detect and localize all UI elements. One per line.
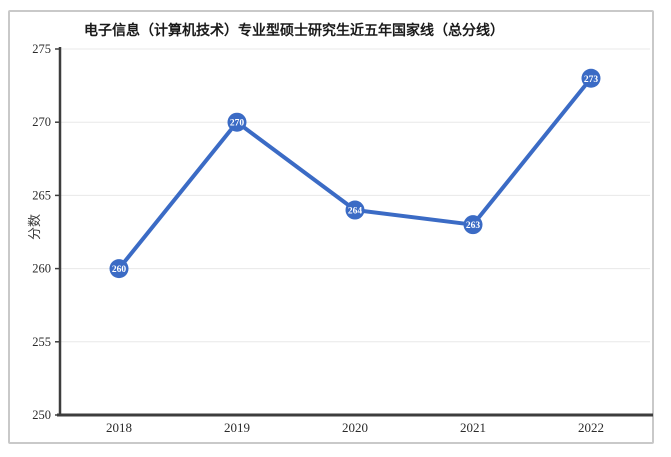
y-tick-label: 265 <box>32 188 51 202</box>
x-tick-label: 2018 <box>106 420 132 435</box>
x-tick-label: 2020 <box>342 420 368 435</box>
x-tick-label: 2019 <box>224 420 250 435</box>
chart-frame <box>8 10 654 444</box>
y-tick-label: 250 <box>32 408 51 422</box>
data-point-marker <box>581 68 601 88</box>
data-point-marker <box>109 259 129 279</box>
x-tick-label: 2022 <box>578 420 604 435</box>
y-tick-label: 255 <box>32 335 51 349</box>
x-tick-label: 2021 <box>460 420 486 435</box>
y-tick-label: 260 <box>32 262 51 276</box>
data-point-label: 263 <box>466 221 481 231</box>
data-point-marker <box>345 200 365 220</box>
data-point-label: 270 <box>230 119 245 129</box>
data-point-label: 260 <box>112 265 127 275</box>
chart-title: 电子信息（计算机技术）专业型硕士研究生近五年国家线（总分线） <box>84 22 504 38</box>
data-point-marker <box>463 215 483 235</box>
trend-line <box>117 76 593 271</box>
data-point-marker <box>227 112 247 132</box>
y-tick-label: 275 <box>32 42 51 56</box>
y-tick-label: 270 <box>32 115 51 129</box>
data-point-label: 264 <box>348 207 363 217</box>
data-point-label: 273 <box>584 75 599 85</box>
